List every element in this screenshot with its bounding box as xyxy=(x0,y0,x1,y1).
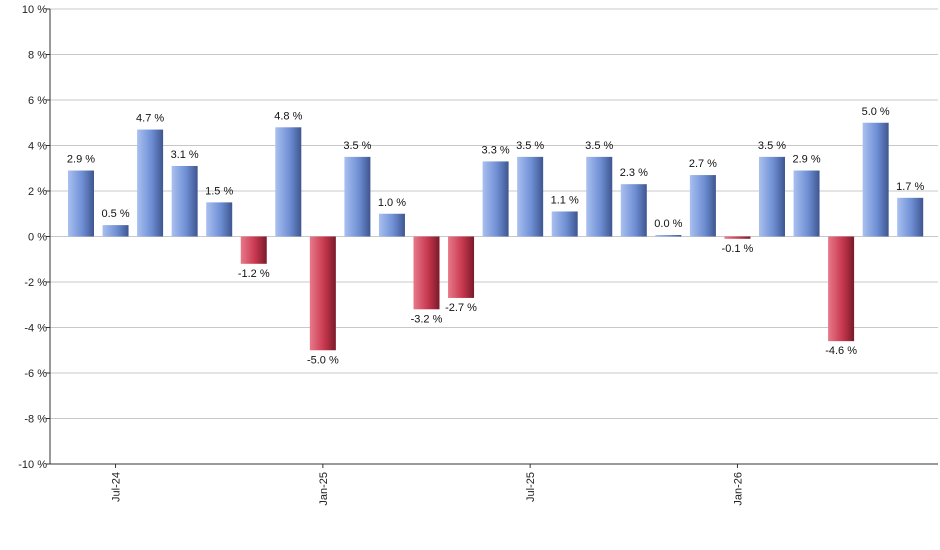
bar-Dec-25 xyxy=(689,175,716,237)
bar-value-label: -4.6 % xyxy=(825,345,857,357)
bar-Feb-25 xyxy=(344,156,371,237)
axes xyxy=(49,9,938,465)
y-tick-label: 4 % xyxy=(28,141,47,153)
bar-Sep-25 xyxy=(586,156,613,237)
bar-value-label: 1.5 % xyxy=(205,185,233,197)
bar-Feb-26 xyxy=(759,156,785,237)
bar-Nov-25 xyxy=(655,235,682,237)
bar-value-label: 1.1 % xyxy=(551,194,579,206)
bar-May-26 xyxy=(862,122,889,237)
bar-value-label: 3.5 % xyxy=(758,140,786,152)
bar-value-labels: 2.9 % 0.5 % 4.7 % 3.1 % 1.5 % -1.2 % 4.8 % -5.0… xyxy=(67,106,925,367)
bar-value-label: -2.7 % xyxy=(445,302,477,314)
bar-Mar-25 xyxy=(378,213,405,237)
bar-value-label: -5.0 % xyxy=(307,354,339,366)
x-tick-label: Jul-25 xyxy=(525,472,537,502)
y-tick-label: -2 % xyxy=(24,277,47,289)
bar-value-label: 1.0 % xyxy=(378,197,406,209)
bar-value-label: 2.7 % xyxy=(689,158,717,170)
bar-value-label: 1.7 % xyxy=(896,181,924,193)
bar-Oct-25 xyxy=(620,184,647,237)
y-tick-label: -10 % xyxy=(18,459,47,471)
bars xyxy=(68,122,924,351)
bar-value-label: 0.5 % xyxy=(101,208,129,220)
bar-Mar-26 xyxy=(793,170,820,237)
y-tick-label: 8 % xyxy=(28,50,47,62)
bar-value-label: -3.2 % xyxy=(411,313,443,325)
x-tick-label: Jan-25 xyxy=(318,472,330,506)
bar-value-label: -0.1 % xyxy=(722,243,754,255)
bar-Aug-24 xyxy=(137,129,164,237)
y-tick-label: 2 % xyxy=(28,186,47,198)
bar-value-label: 2.9 % xyxy=(792,154,820,166)
bar-Jan-26 xyxy=(724,236,751,239)
bar-value-label: 2.9 % xyxy=(67,154,95,166)
x-tick-label: Jan-26 xyxy=(732,472,744,506)
y-axis-ticks: 10 % 8 % 6 % 4 % 2 % 0 % -2 % -4 % -6 % -8 % -10 % xyxy=(18,4,50,471)
bar-value-label: 3.5 % xyxy=(585,140,613,152)
bar-Apr-25 xyxy=(413,236,440,310)
y-tick-label: -4 % xyxy=(24,323,47,335)
bar-value-label: -1.2 % xyxy=(238,268,270,280)
y-tick-label: 0 % xyxy=(28,232,47,244)
bar-Aug-25 xyxy=(551,211,578,237)
bar-Nov-24 xyxy=(240,236,267,264)
bar-value-label: 4.8 % xyxy=(274,110,302,122)
bar-Oct-24 xyxy=(206,202,233,237)
bar-Apr-26 xyxy=(828,236,855,342)
bar-value-label: 0.0 % xyxy=(654,218,682,230)
y-tick-label: 6 % xyxy=(28,95,47,107)
y-tick-label: 10 % xyxy=(22,4,47,16)
bar-value-label: 5.0 % xyxy=(862,106,890,118)
bar-value-label: 2.3 % xyxy=(620,167,648,179)
bar-Jan-25 xyxy=(309,236,336,351)
x-tick-label: Jul-24 xyxy=(111,472,123,502)
bar-May-25 xyxy=(448,236,475,298)
y-tick-label: -8 % xyxy=(24,414,47,426)
bar-Sep-24 xyxy=(171,165,198,237)
bar-value-label: 3.5 % xyxy=(516,140,544,152)
bar-Dec-24 xyxy=(275,127,302,237)
bar-Jun-26 xyxy=(897,197,924,237)
bar-value-label: 3.3 % xyxy=(482,144,510,156)
bar-value-label: 4.7 % xyxy=(136,113,164,125)
y-tick-label: -6 % xyxy=(24,368,47,380)
bar-Jul-25 xyxy=(517,156,544,237)
bar-Jun-25 xyxy=(482,161,509,237)
x-axis-ticks: Jul-24 Jan-25 Jul-25 Jan-26 xyxy=(111,464,744,506)
bar-Jul-24 xyxy=(102,225,129,237)
bar-value-label: 3.5 % xyxy=(343,140,371,152)
bar-Jun-24 xyxy=(68,170,94,237)
bar-value-label: 3.1 % xyxy=(171,149,199,161)
